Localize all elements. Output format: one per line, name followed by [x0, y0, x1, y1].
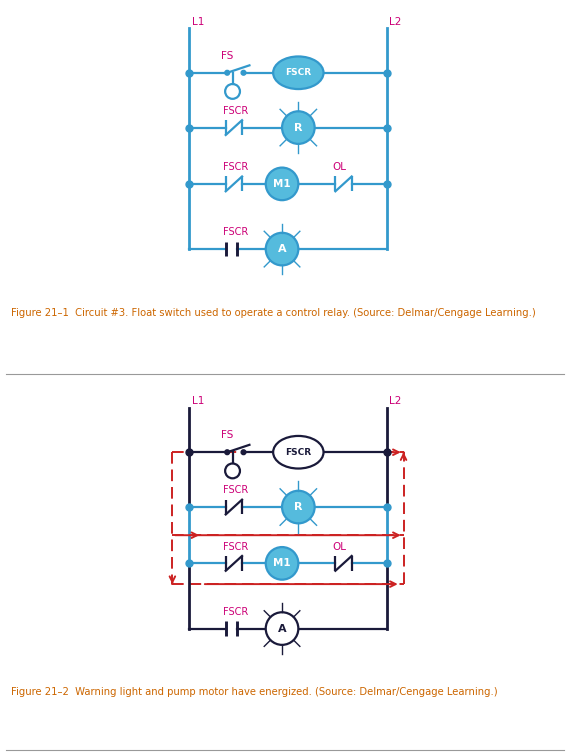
- Text: Figure 21–2  Warning light and pump motor have energized. (Source: Delmar/Cengag: Figure 21–2 Warning light and pump motor…: [11, 687, 498, 697]
- Text: Figure 21–1  Circuit #3. Float switch used to operate a control relay. (Source: : Figure 21–1 Circuit #3. Float switch use…: [11, 308, 536, 318]
